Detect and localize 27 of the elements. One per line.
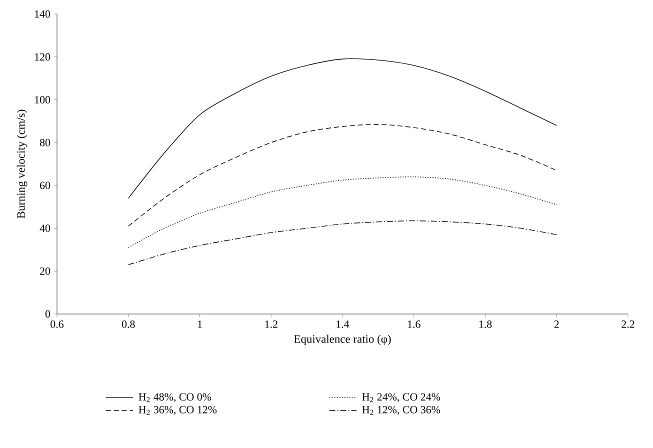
legend-label: H$_{2}$ 12%, CO 36% (362, 406, 440, 415)
x-tick-label: 1.2 (265, 320, 278, 328)
x-tick-label: 2 (554, 320, 559, 328)
line-series (128, 220, 557, 266)
legend-label: H$_{2}$ 24%, CO 24% (362, 393, 440, 402)
y-tick-label: 140 (35, 10, 50, 18)
x-tick-label: 0.8 (122, 320, 135, 328)
x-axis-title: Equivalence ratio (φ) (294, 334, 391, 346)
line-series (128, 176, 557, 248)
legend-label: H$_{2}$ 48%, CO 0% (138, 393, 212, 402)
y-tick-label: 80 (40, 138, 50, 146)
y-tick-label: 0 (45, 310, 50, 318)
legend-label: H$_{2}$ 36%, CO 12% (138, 406, 217, 415)
x-tick-label: 1 (198, 320, 202, 328)
x-tick-label: 2.2 (622, 320, 634, 328)
y-axis-title: Burning velocity (cm/s) (16, 110, 28, 218)
line-series (128, 58, 557, 199)
y-tick-label: 100 (35, 96, 50, 104)
y-tick-label: 60 (40, 182, 50, 190)
y-tick-label: 120 (35, 53, 50, 61)
line-series (128, 124, 557, 226)
x-tick-label: 1.8 (479, 320, 492, 328)
x-tick-label: 0.6 (50, 320, 64, 328)
y-tick-label: 20 (40, 267, 50, 275)
x-tick-label: 1.4 (336, 320, 350, 328)
y-tick-label: 40 (40, 224, 50, 232)
x-tick-label: 1.6 (408, 320, 420, 328)
